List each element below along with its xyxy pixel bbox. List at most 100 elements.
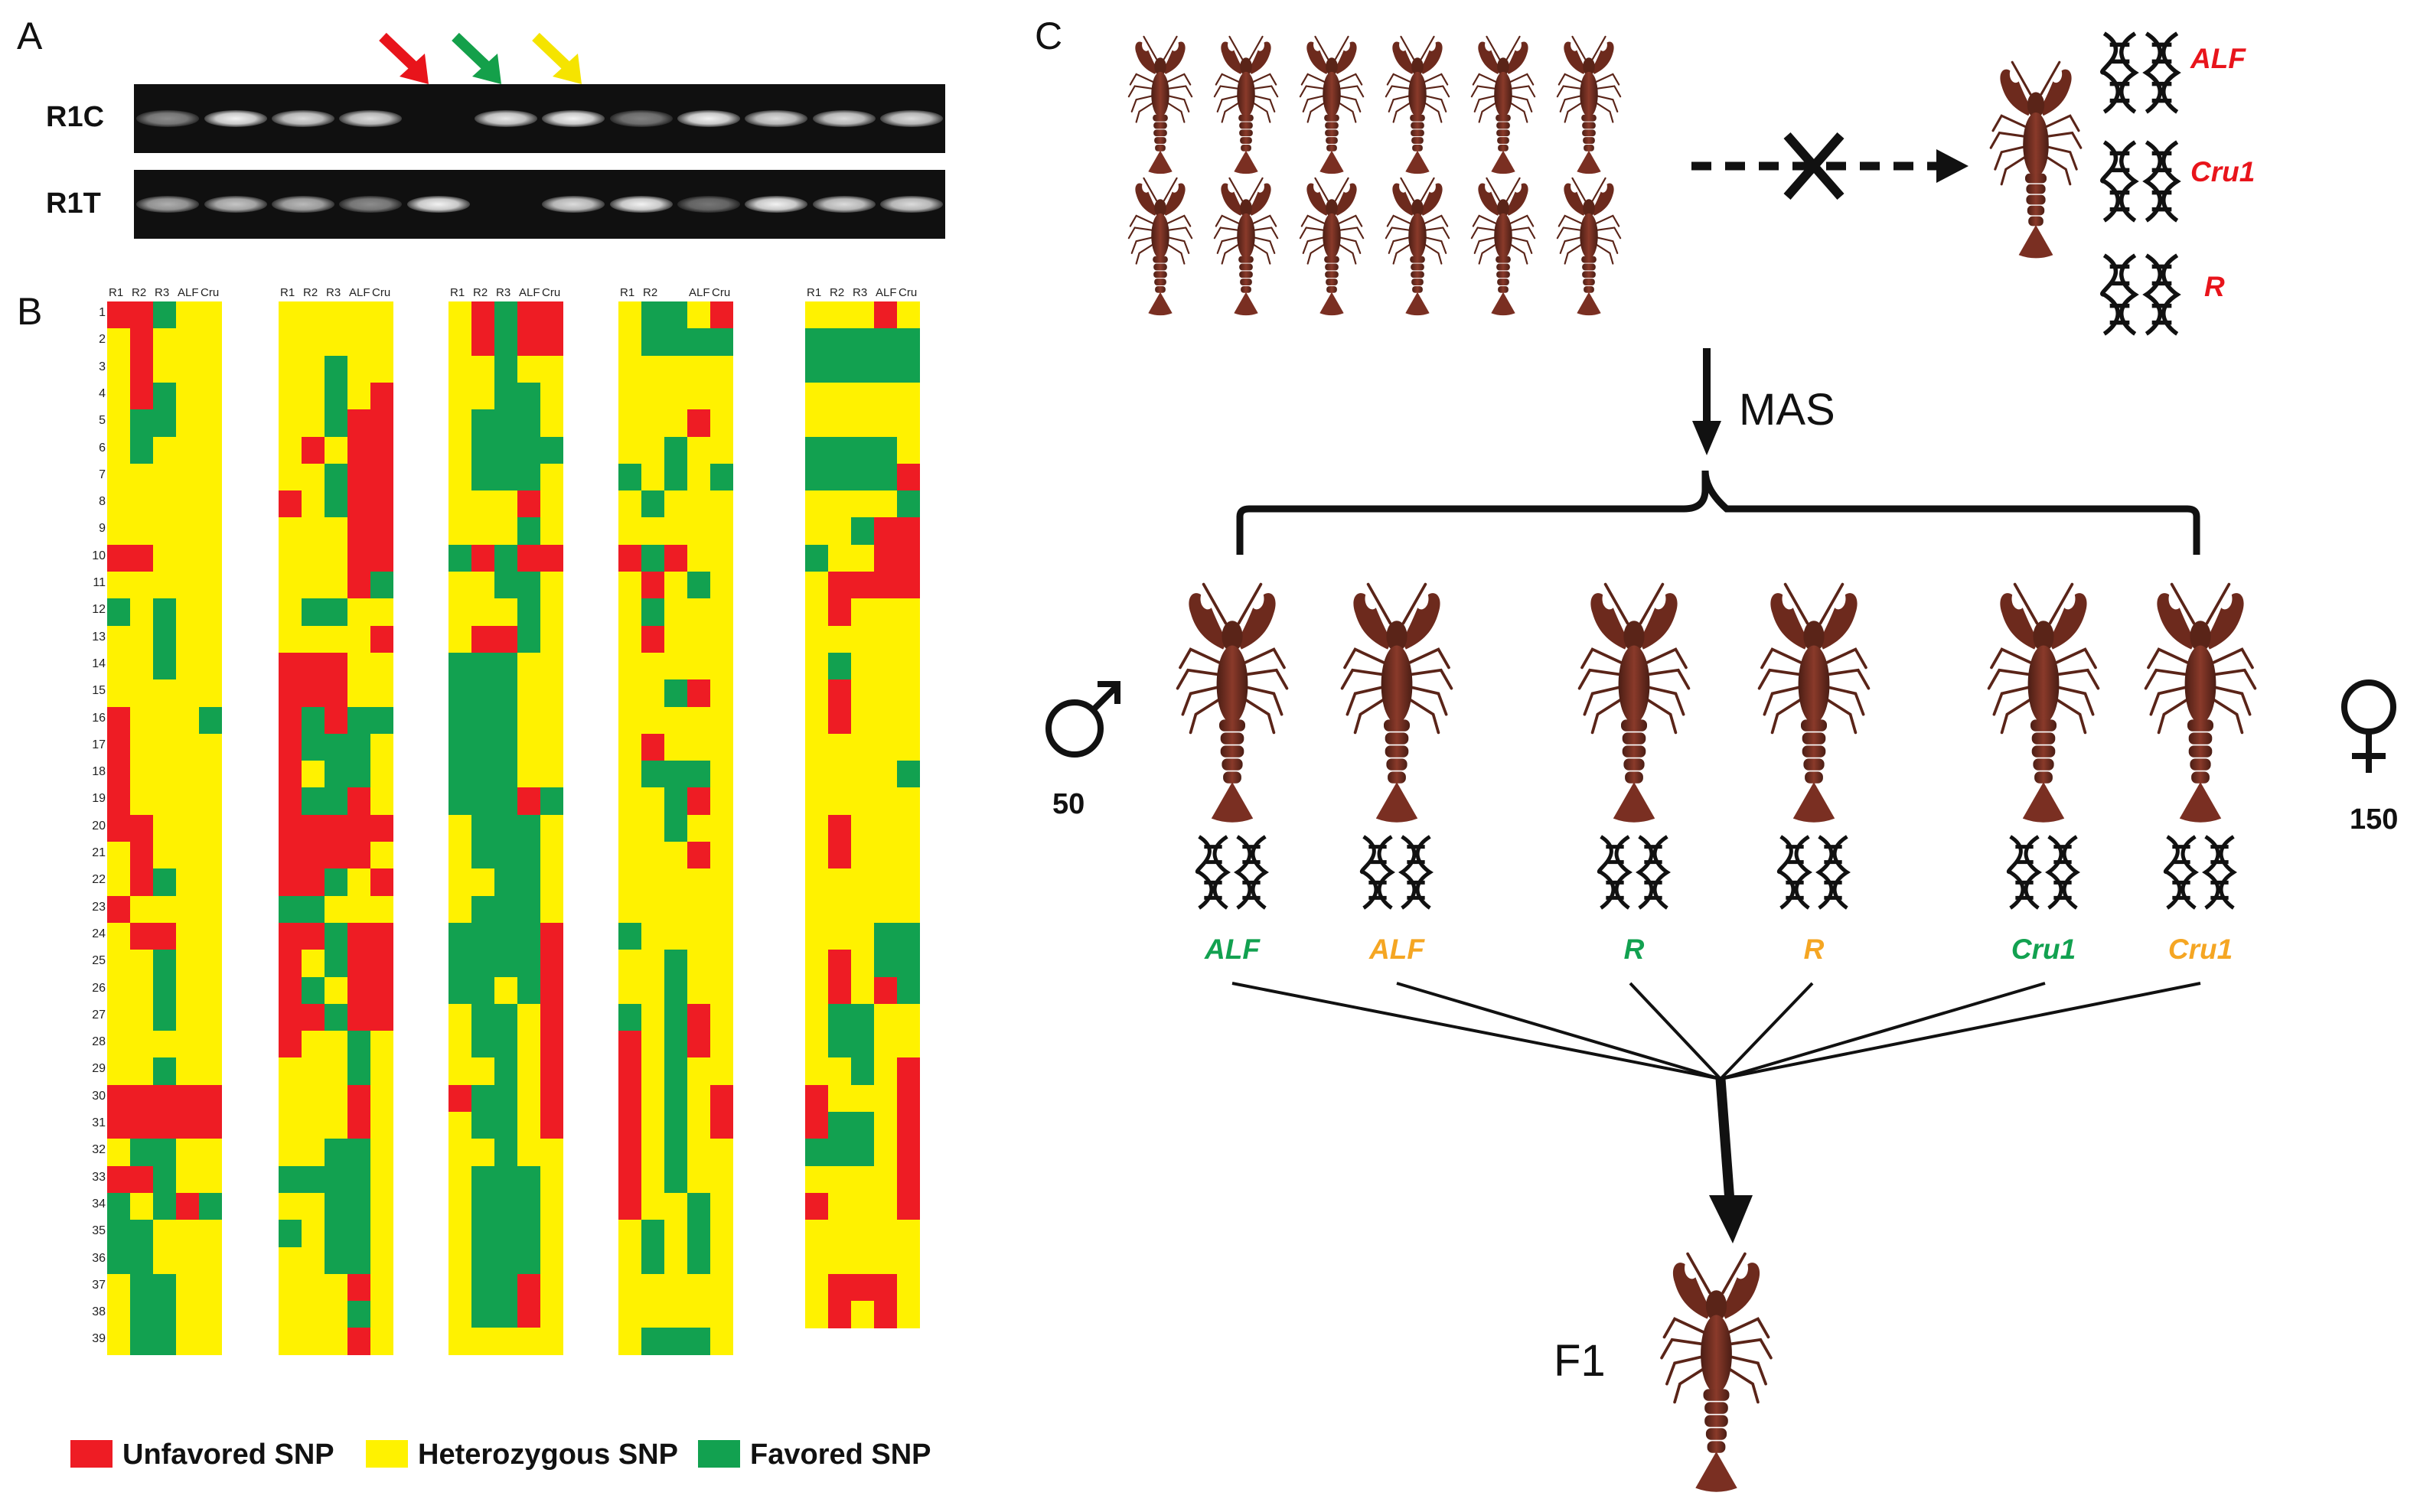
heatmap-cell [494, 355, 517, 383]
heatmap-cell [325, 1112, 347, 1139]
gene-stack-label-alf: ALF [2190, 43, 2246, 74]
heatmap-cell [805, 1084, 828, 1113]
heatmap-cell [199, 517, 222, 546]
heatmap-cell [176, 409, 199, 438]
heatmap-cell [805, 868, 828, 897]
heatmap-row-label: 5 [99, 414, 106, 428]
heatmap-cell [302, 490, 325, 519]
heatmap-cell [130, 598, 153, 627]
heatmap-cell [448, 1031, 471, 1059]
heatmap-cell [279, 733, 302, 761]
heatmap-cell [710, 1112, 733, 1139]
heatmap-cell [471, 1112, 494, 1139]
heatmap-cell [897, 598, 920, 627]
heatmap-cell [540, 490, 563, 519]
heatmap-cell [851, 706, 874, 735]
heatmap-cell [641, 733, 664, 761]
heatmap-cell [130, 517, 153, 546]
heatmap-cell [448, 544, 471, 572]
heatmap-cell [805, 706, 828, 735]
heatmap-cell [641, 1031, 664, 1059]
dna-icon [1592, 834, 1676, 911]
heatmap-cell [130, 1192, 153, 1220]
heatmap-cell [710, 976, 733, 1005]
heatmap-cell [897, 382, 920, 410]
heatmap-cell [687, 1003, 710, 1031]
heatmap-column-header: ALF [876, 286, 897, 299]
heatmap-cell [687, 1192, 710, 1220]
heatmap-row-label: 6 [99, 441, 106, 455]
heatmap-cell [448, 625, 471, 653]
heatmap-cell [448, 1084, 471, 1113]
heatmap-cell [641, 625, 664, 653]
heatmap-cell [302, 517, 325, 546]
heatmap-cell [325, 895, 347, 924]
heatmap-column-header: R2 [303, 286, 318, 299]
heatmap-cell [517, 976, 540, 1005]
heatmap-cell [199, 922, 222, 950]
heatmap-cell [874, 625, 897, 653]
heatmap-cell [540, 976, 563, 1005]
heatmap-cell [897, 652, 920, 680]
heatmap-cell [370, 436, 393, 464]
heatmap-cell [302, 922, 325, 950]
heatmap-cell [828, 463, 851, 491]
gel-arrow-head [400, 54, 429, 84]
heatmap-cell [471, 572, 494, 599]
heatmap-cell [279, 842, 302, 869]
heatmap-row-label: 7 [99, 468, 106, 481]
gel-band [542, 110, 605, 127]
heatmap-cell [664, 1003, 687, 1031]
gel-image-r1c [134, 84, 945, 153]
heatmap-cell [494, 1246, 517, 1275]
dna-icon [1772, 834, 1856, 911]
heatmap-cell [279, 679, 302, 708]
heatmap-cell [448, 679, 471, 708]
heatmap-cell [828, 868, 851, 897]
heatmap-cell [370, 490, 393, 519]
heatmap-cell [618, 1328, 641, 1356]
legend-swatch-favored [698, 1440, 740, 1468]
heatmap-cell [325, 572, 347, 599]
heatmap-cell [448, 868, 471, 897]
heatmap-cell [448, 1165, 471, 1194]
heatmap-cell [687, 976, 710, 1005]
heatmap-column-header: R3 [496, 286, 511, 299]
gel-band [812, 196, 876, 213]
heatmap-cell [897, 1246, 920, 1275]
heatmap-cell [325, 1328, 347, 1356]
heatmap-cell [641, 706, 664, 735]
heatmap-cell [471, 1031, 494, 1059]
heatmap-cell [664, 1328, 687, 1356]
heatmap-cell [874, 814, 897, 842]
heatmap-cell [618, 625, 641, 653]
heatmap-cell [448, 1301, 471, 1329]
target-crayfish-icon [1989, 60, 2083, 259]
heatmap-cell [517, 679, 540, 708]
heatmap-cell [710, 1057, 733, 1086]
heatmap-row-label: 20 [92, 819, 106, 833]
heatmap-cell [828, 1084, 851, 1113]
heatmap-cell [176, 1220, 199, 1248]
heatmap-cell [130, 328, 153, 357]
heatmap-cell [710, 652, 733, 680]
gel-band [677, 196, 740, 213]
heatmap-cell [710, 463, 733, 491]
heatmap-cell [302, 409, 325, 438]
heatmap-cell [448, 1273, 471, 1302]
heatmap-cell [664, 1301, 687, 1329]
heatmap-cell [618, 301, 641, 329]
heatmap-cell [370, 922, 393, 950]
heatmap-cell [370, 517, 393, 546]
heatmap-cell [517, 544, 540, 572]
heatmap-cell [199, 706, 222, 735]
heatmap-row-label: 23 [92, 900, 106, 914]
heatmap-cell [176, 328, 199, 357]
heatmap-cell [874, 652, 897, 680]
heatmap-cell [130, 679, 153, 708]
heatmap-cell [897, 490, 920, 519]
heatmap-cell [199, 976, 222, 1005]
heatmap-cell [471, 814, 494, 842]
heatmap-cell [199, 1328, 222, 1356]
heatmap-cell [471, 1084, 494, 1113]
